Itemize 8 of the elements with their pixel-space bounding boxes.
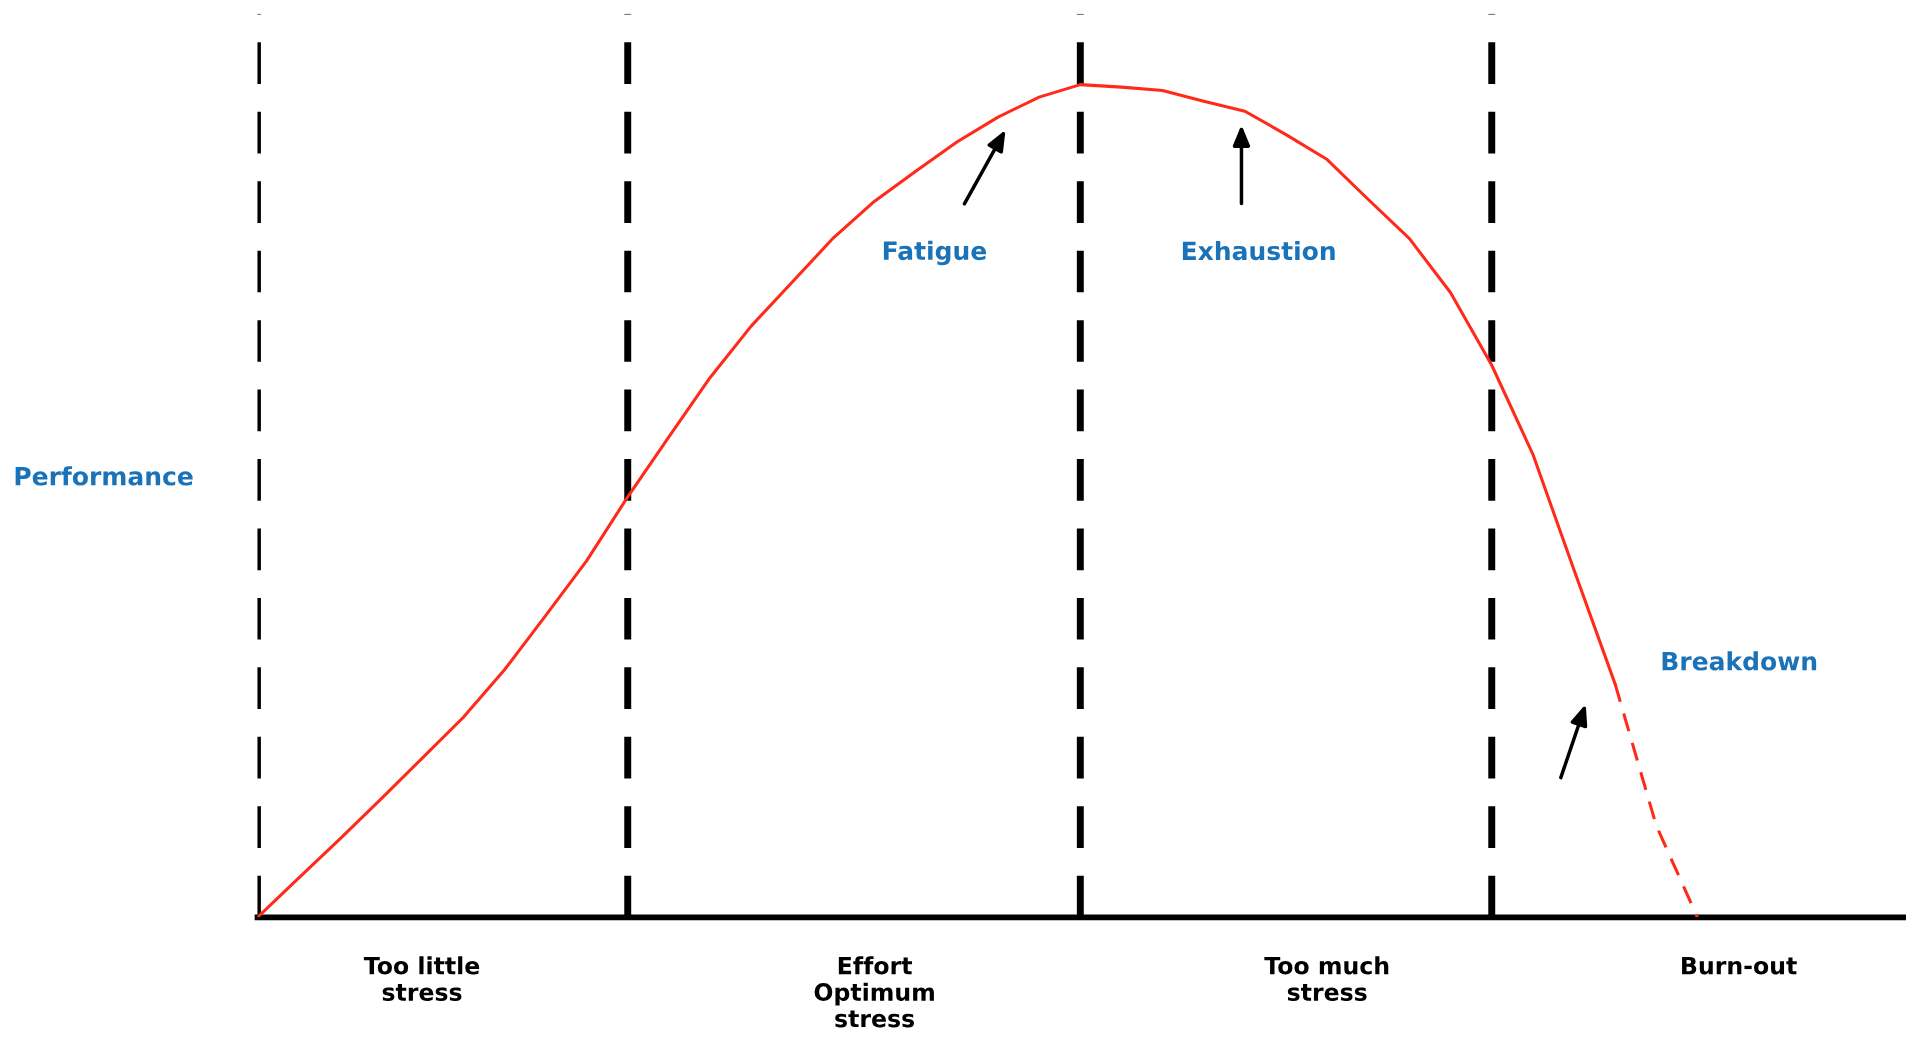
annotation: Fatigue — [883, 240, 987, 266]
x-tick-label: Too little stress — [363, 956, 480, 1001]
annotation: Breakdown — [1662, 651, 1817, 671]
x-tick-label: Burn-out — [1682, 956, 1797, 975]
x-tick-label: Effort Optimum stress — [814, 956, 934, 1028]
y-axis-title: Performance — [15, 466, 193, 486]
x-tick-label: Too much stress — [1264, 956, 1389, 1001]
annotation: Exhaustion — [1182, 240, 1335, 261]
